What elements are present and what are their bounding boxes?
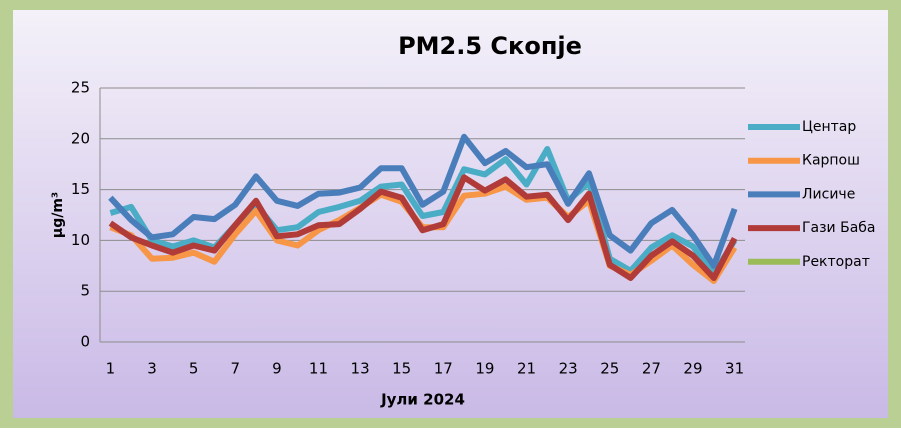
legend-label: Лисиче bbox=[802, 186, 855, 202]
legend-label: Карпош bbox=[802, 153, 860, 169]
legend-label: Гази Баба bbox=[802, 220, 876, 236]
x-tick-label: 15 bbox=[392, 360, 411, 378]
x-tick-label: 13 bbox=[351, 360, 370, 378]
x-tick-label: 11 bbox=[309, 360, 328, 378]
x-tick-label: 5 bbox=[189, 360, 199, 378]
x-tick-label: 1 bbox=[106, 360, 116, 378]
x-tick-label: 7 bbox=[230, 360, 240, 378]
x-tick-label: 31 bbox=[725, 360, 744, 378]
x-tick-label: 3 bbox=[147, 360, 157, 378]
chart-title: PM2.5 Скопје bbox=[398, 32, 582, 60]
series-line bbox=[108, 174, 738, 281]
x-tick-label: 19 bbox=[475, 360, 494, 378]
series-line bbox=[108, 133, 738, 269]
legend-label: Центар bbox=[802, 119, 856, 135]
x-tick-label: 25 bbox=[600, 360, 619, 378]
legend-label: Ректорат bbox=[802, 254, 870, 270]
x-tick-label: 17 bbox=[434, 360, 453, 378]
y-tick-label: 25 bbox=[71, 79, 90, 97]
x-axis-label: Јули 2024 bbox=[380, 391, 465, 409]
x-tick-label: 23 bbox=[559, 360, 578, 378]
y-tick-label: 0 bbox=[80, 333, 90, 351]
y-tick-label: 20 bbox=[71, 129, 90, 147]
y-axis-label: μg/m³ bbox=[50, 192, 66, 238]
y-tick-label: 15 bbox=[71, 180, 90, 198]
x-tick-label: 27 bbox=[642, 360, 661, 378]
x-tick-label: 29 bbox=[683, 360, 702, 378]
x-tick-label: 21 bbox=[517, 360, 536, 378]
y-tick-label: 10 bbox=[71, 231, 90, 249]
y-tick-label: 5 bbox=[80, 282, 90, 300]
x-tick-label: 9 bbox=[272, 360, 282, 378]
